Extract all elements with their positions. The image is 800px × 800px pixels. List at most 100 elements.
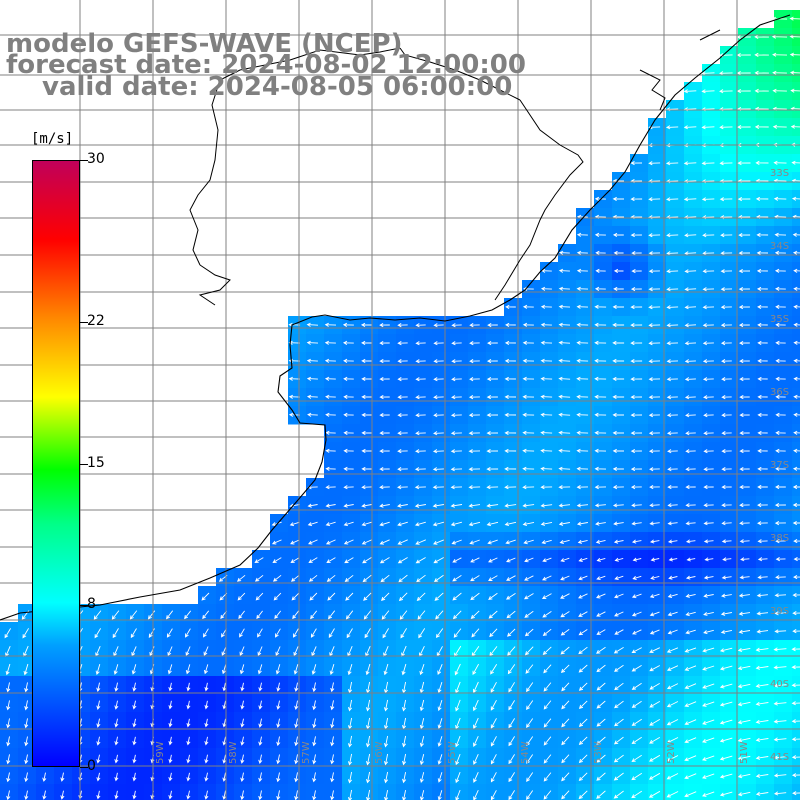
wind-arrow — [561, 790, 570, 800]
wind-arrow — [666, 737, 679, 744]
wind-arrow — [330, 682, 335, 693]
wind-arrow — [578, 593, 588, 599]
wind-arrow — [486, 503, 499, 508]
wind-arrow — [433, 359, 444, 364]
wind-arrow — [130, 628, 137, 639]
wind-arrow — [505, 304, 516, 309]
wind-arrow — [468, 485, 481, 490]
wind-arrow — [793, 268, 800, 273]
wind-arrow — [324, 340, 336, 345]
wind-arrow — [291, 592, 300, 601]
wind-arrow — [739, 467, 750, 472]
wind-arrow — [630, 467, 642, 472]
lat-label: 33S — [770, 168, 790, 179]
wind-arrow — [756, 232, 769, 237]
wind-arrow — [419, 699, 425, 712]
wind-arrow — [576, 521, 588, 526]
wind-arrow — [543, 700, 552, 710]
wind-arrow — [470, 557, 480, 563]
wind-arrow — [739, 359, 750, 364]
wind-arrow — [561, 736, 570, 746]
wind-arrow — [258, 700, 263, 710]
wind-arrow — [325, 485, 336, 490]
wind-arrow — [96, 682, 101, 693]
wind-arrow — [594, 448, 607, 453]
wind-arrow — [754, 124, 769, 129]
wind-arrow — [613, 286, 624, 291]
wind-arrow — [613, 521, 624, 526]
wind-arrow — [343, 376, 354, 381]
wind-arrow — [275, 628, 281, 638]
wind-arrow — [739, 395, 750, 400]
wind-arrow — [308, 557, 318, 563]
wind-arrow — [114, 682, 119, 692]
wind-arrow — [398, 592, 408, 602]
wind-arrow — [506, 593, 516, 600]
wind-arrow — [275, 664, 281, 675]
wind-arrow — [721, 395, 732, 400]
wind-arrow — [382, 628, 389, 639]
wind-arrow — [240, 772, 245, 783]
wind-arrow — [362, 574, 372, 583]
wind-arrow — [773, 719, 787, 724]
wind-arrow — [433, 341, 444, 346]
wind-arrow — [648, 323, 661, 328]
wind-arrow — [324, 376, 336, 381]
lon-label: 57W — [301, 741, 312, 764]
wind-arrow — [488, 575, 498, 581]
wind-arrow — [505, 539, 516, 545]
wind-arrow — [630, 161, 643, 166]
wind-arrow — [432, 485, 444, 490]
wind-arrow — [508, 700, 515, 711]
wind-arrow — [613, 772, 624, 781]
wind-arrow — [702, 665, 715, 671]
wind-arrow — [309, 592, 318, 601]
wind-arrow — [613, 268, 624, 273]
wind-arrow — [558, 485, 571, 490]
wind-arrow — [276, 772, 281, 783]
ocean-cell — [792, 280, 800, 299]
wind-arrow — [312, 736, 317, 747]
wind-arrow — [379, 467, 390, 472]
wind-arrow — [542, 611, 552, 618]
wind-arrow — [576, 286, 589, 291]
wind-arrow — [239, 628, 245, 638]
wind-arrow — [471, 628, 480, 638]
wind-arrow — [60, 772, 65, 782]
wind-arrow — [755, 196, 769, 201]
wind-arrow — [702, 269, 715, 274]
wind-arrow — [486, 521, 499, 527]
wind-arrow — [630, 197, 643, 202]
wind-arrow — [347, 663, 353, 676]
wind-arrow — [775, 376, 786, 381]
ocean-cell — [792, 298, 800, 317]
ocean-cell — [792, 388, 800, 407]
wind-arrow — [432, 503, 444, 508]
wind-arrow — [488, 610, 498, 619]
wind-arrow — [415, 431, 426, 436]
wind-arrow — [274, 610, 282, 620]
wind-arrow — [541, 593, 552, 599]
wind-arrow — [577, 539, 588, 544]
wind-arrow — [576, 250, 588, 255]
wind-arrow — [132, 700, 137, 710]
wind-arrow — [558, 322, 571, 327]
lon-label: 52W — [666, 741, 677, 764]
wind-arrow — [666, 251, 679, 256]
wind-arrow — [774, 250, 786, 255]
wind-arrow — [576, 322, 589, 327]
wind-arrow — [365, 735, 371, 748]
wind-arrow — [325, 430, 336, 435]
wind-arrow — [504, 358, 516, 363]
wind-arrow — [558, 503, 571, 508]
wind-arrow — [384, 771, 389, 784]
wind-arrow — [540, 412, 553, 417]
wind-arrow — [558, 448, 571, 453]
lon-label: 55W — [447, 741, 458, 764]
wind-arrow — [343, 394, 354, 399]
wind-arrow — [649, 503, 660, 508]
wind-arrow — [703, 521, 714, 526]
wind-arrow — [168, 718, 173, 728]
wind-arrow — [414, 467, 426, 472]
wind-arrow — [666, 431, 678, 436]
